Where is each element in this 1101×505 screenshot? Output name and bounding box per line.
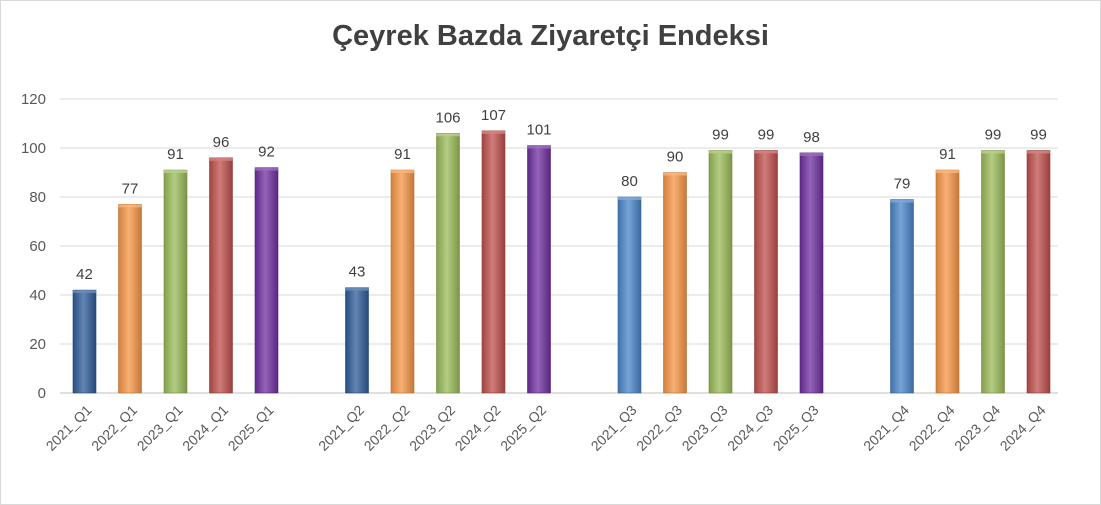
- bar-top-highlight: [118, 204, 142, 208]
- x-tick-label: 2022_Q4: [906, 402, 958, 454]
- x-tick-label: 2024_Q2: [452, 402, 504, 454]
- bar-2023-q3: [708, 150, 733, 394]
- data-label: 99: [758, 126, 775, 143]
- data-label: 99: [985, 126, 1002, 143]
- bar-2025-q1: [254, 167, 279, 394]
- bar-2021-q3: [617, 196, 642, 394]
- data-label: 101: [526, 122, 551, 139]
- data-label: 79: [894, 175, 911, 192]
- x-tick-label: 2021_Q2: [315, 402, 367, 454]
- data-label: 43: [349, 264, 366, 281]
- data-label: 96: [213, 134, 230, 151]
- bar-top-highlight: [73, 290, 96, 294]
- bar-2021-q1: [72, 289, 97, 394]
- y-tick-label: 100: [21, 140, 46, 157]
- y-tick-label: 80: [29, 189, 46, 206]
- x-tick-label: 2025_Q2: [497, 402, 549, 454]
- data-label: 99: [712, 126, 729, 143]
- data-label: 80: [621, 173, 638, 190]
- bar-top-highlight: [663, 172, 687, 176]
- bar-top-highlight: [800, 152, 823, 156]
- x-tick-label: 2023_Q4: [951, 402, 1003, 454]
- bar-top-highlight: [436, 133, 460, 137]
- bar-2024-q4: [1026, 150, 1051, 394]
- x-tick-label: 2024_Q3: [724, 402, 776, 454]
- data-label: 91: [939, 146, 956, 163]
- y-tick-label: 40: [29, 287, 46, 304]
- bar-2025-q2: [527, 145, 551, 394]
- y-tick-label: 60: [29, 238, 46, 255]
- x-tick-label: 2025_Q3: [770, 402, 822, 454]
- bar-top-highlight: [981, 150, 1005, 154]
- y-tick-label: 20: [29, 336, 46, 353]
- x-tick-label: 2021_Q1: [43, 402, 95, 454]
- x-tick-label: 2023_Q1: [134, 402, 186, 454]
- bar-2021-q2: [345, 287, 369, 394]
- bar-top-highlight: [1027, 150, 1050, 154]
- bar-top-highlight: [618, 197, 641, 200]
- data-label: 91: [167, 146, 184, 163]
- bar-top-highlight: [754, 150, 778, 154]
- data-label: 42: [76, 266, 93, 283]
- bar-top-highlight: [255, 167, 278, 171]
- x-tick-label: 2023_Q3: [679, 402, 731, 454]
- y-tick-label: 120: [21, 91, 46, 108]
- bar-2024-q1: [209, 157, 233, 394]
- bar-top-highlight: [482, 130, 505, 134]
- x-tick-label: 2021_Q4: [860, 402, 912, 454]
- x-tick-label: 2022_Q3: [633, 402, 685, 454]
- bar-2025-q3: [799, 152, 824, 394]
- x-tick-label: 2022_Q2: [361, 402, 413, 454]
- data-label: 107: [481, 107, 506, 124]
- x-tick-label: 2025_Q1: [225, 402, 277, 454]
- y-tick-label: 0: [38, 385, 46, 402]
- bar-top-highlight: [527, 145, 551, 149]
- bar-2022-q2: [390, 169, 415, 394]
- bar-2024-q3: [754, 150, 778, 394]
- bar-top-highlight: [936, 170, 959, 174]
- bar-2021-q4: [890, 199, 914, 394]
- bar-2023-q1: [163, 169, 188, 394]
- bar-2022-q4: [935, 169, 960, 394]
- x-tick-label: 2024_Q4: [997, 402, 1049, 454]
- bar-2023-q2: [436, 133, 460, 394]
- bar-top-highlight: [890, 199, 914, 203]
- chart-title: Çeyrek Bazda Ziyaretçi Endeksi: [332, 20, 769, 52]
- bars: [72, 130, 1051, 394]
- y-axis: 0 20 40 60 80 100 120: [21, 91, 46, 402]
- data-labels: 42 77 91 96 92 43 91 106 107 101 80 90 99 99 98 79 91 99 9…: [76, 107, 1047, 283]
- x-tick-label: 2021_Q3: [588, 402, 640, 454]
- data-label: 99: [1030, 126, 1047, 143]
- x-tick-label: 2022_Q1: [88, 402, 140, 454]
- bar-top-highlight: [164, 170, 187, 174]
- data-label: 106: [435, 109, 460, 126]
- bar-2022-q1: [118, 204, 142, 394]
- x-tick-label: 2023_Q2: [406, 402, 458, 454]
- bar-2024-q2: [481, 130, 506, 394]
- bar-top-highlight: [209, 157, 233, 161]
- x-tick-label: 2024_Q1: [179, 402, 231, 454]
- bar-2023-q4: [981, 150, 1005, 394]
- data-label: 90: [667, 149, 684, 166]
- bar-top-highlight: [709, 150, 732, 154]
- bar-top-highlight: [391, 170, 414, 174]
- bar-2022-q3: [663, 172, 687, 394]
- bar-top-highlight: [345, 287, 369, 291]
- data-label: 92: [258, 144, 275, 161]
- data-label: 77: [122, 180, 139, 197]
- data-label: 98: [803, 129, 820, 146]
- data-label: 91: [394, 146, 411, 163]
